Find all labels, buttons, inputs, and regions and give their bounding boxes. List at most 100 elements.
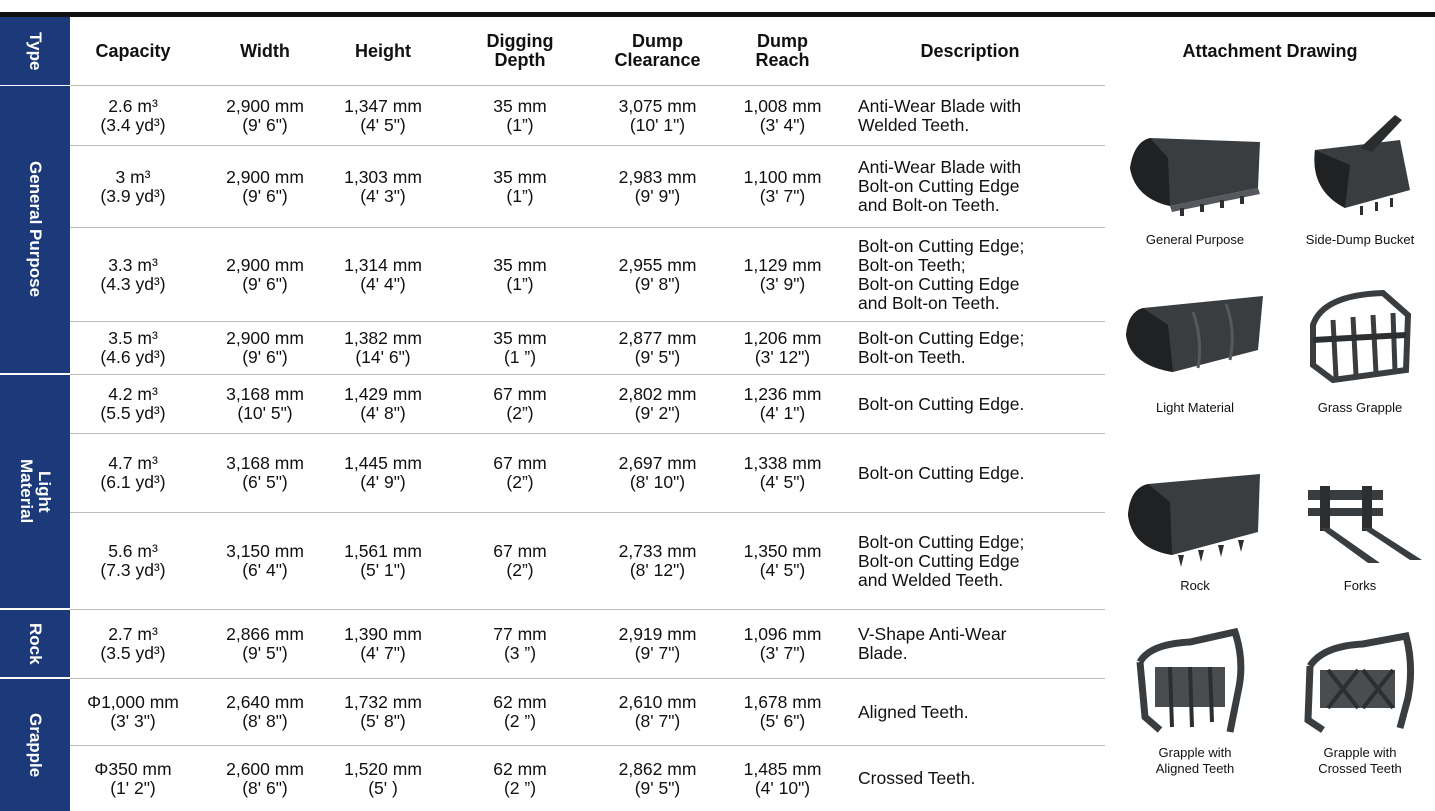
cell-clearance-line: (9' 7") [634, 643, 681, 663]
cell-reach-line: 1,350 mm [743, 541, 822, 561]
cell-desc-line: Bolt-on Teeth. [858, 347, 966, 367]
cell-reach: 1,678 mm (5' 6") [730, 679, 835, 745]
cell-capacity: 4.7 m³ (6.1 yd³) [78, 434, 188, 512]
header-clearance-line2: Clearance [614, 50, 701, 70]
cell-height-line: 1,390 mm [344, 624, 422, 644]
cell-height-line: (4' 4") [360, 273, 406, 294]
cell-clearance-line: 2,862 mm [618, 758, 697, 779]
header-attachment-drawing: Attachment Drawing [1182, 40, 1358, 61]
cell-width-line: (9' 6") [242, 185, 288, 206]
cell-digging-line: 35 mm [493, 166, 547, 187]
type-grapple: Grapple [0, 679, 70, 811]
cell-width: 2,600 mm (8' 6") [210, 746, 320, 811]
cell-desc: Anti-Wear Blade with Bolt-on Cutting Edge… [858, 146, 1103, 227]
cell-clearance-line: 2,919 mm [618, 624, 697, 644]
cell-digging-line: (1”) [506, 114, 534, 135]
cell-width-line: 2,900 mm [226, 95, 304, 116]
cell-desc: Crossed Teeth. [858, 746, 1103, 811]
cell-capacity: 3 m³ (3.9 yd³) [78, 146, 188, 227]
cell-height-line: 1,561 mm [344, 541, 422, 561]
caption-side-dump-bucket: Side-Dump Bucket [1305, 232, 1415, 247]
cell-capacity-line: (3.9 yd³) [100, 185, 166, 206]
cell-desc-line: Aligned Teeth. [858, 701, 969, 722]
cell-digging-line: 77 mm [493, 624, 547, 644]
cell-clearance-line: 2,697 mm [618, 453, 697, 473]
cell-digging: 35 mm (1”) [465, 228, 575, 321]
caption-grapple-aligned: Grapple with Aligned Teeth [1115, 745, 1275, 777]
cell-width: 2,900 mm (9' 6") [210, 146, 320, 227]
cell-height: 1,429 mm (4' 8") [328, 375, 438, 433]
row-separator [70, 609, 1105, 610]
cell-clearance-line: (8' 10") [629, 472, 686, 492]
cell-reach-line: 1,485 mm [743, 758, 822, 779]
cell-clearance: 2,802 mm (9' 2") [600, 375, 715, 433]
header-capacity: Capacity [95, 40, 171, 61]
cell-height-line: 1,347 mm [344, 95, 422, 116]
cell-clearance-line: (9' 5") [634, 347, 681, 367]
row-separator [70, 678, 1105, 679]
cell-width-line: (9' 5") [242, 643, 288, 663]
cell-desc-line: Blade. [858, 643, 908, 663]
cell-digging-line: (2”) [506, 560, 534, 580]
cell-clearance-line: (8' 12") [629, 560, 686, 580]
cell-reach: 1,129 mm (3' 9") [730, 228, 835, 321]
cell-height: 1,303 mm (4' 3") [328, 146, 438, 227]
row-separator [70, 433, 1105, 434]
cell-height-line: 1,732 mm [344, 692, 422, 712]
cell-desc-line: Bolt-on Teeth; [858, 254, 966, 275]
cell-clearance-line: 2,877 mm [618, 328, 697, 348]
cell-width-line: 3,168 mm [226, 384, 304, 404]
cell-digging-line: 35 mm [493, 95, 547, 116]
cell-capacity-line: (5.5 yd³) [100, 403, 166, 423]
cell-width-line: (8' 6") [242, 777, 288, 798]
cell-width-line: 2,640 mm [226, 692, 304, 712]
type-general-purpose: General Purpose [0, 86, 70, 373]
cell-height-line: 1,314 mm [344, 254, 422, 275]
cell-clearance: 3,075 mm (10' 1") [600, 86, 715, 145]
cell-reach-line: 1,338 mm [743, 453, 822, 473]
cell-digging-line: (2”) [506, 403, 534, 423]
cell-capacity: 4.2 m³ (5.5 yd³) [78, 375, 188, 433]
cell-desc-line: Bolt-on Cutting Edge; [858, 328, 1025, 348]
cell-digging: 77 mm (3 ”) [465, 610, 575, 678]
cell-capacity-line: 5.6 m³ [108, 541, 158, 561]
cell-clearance: 2,610 mm (8' 7") [600, 679, 715, 745]
cell-clearance: 2,983 mm (9' 9") [600, 146, 715, 227]
grass-grapple-icon [1310, 289, 1412, 384]
cell-desc-line: Bolt-on Cutting Edge [858, 176, 1020, 196]
cell-width-line: 2,900 mm [226, 328, 304, 348]
type-rock-label: Rock [26, 622, 45, 665]
cell-capacity-line: 4.7 m³ [108, 453, 158, 473]
cell-desc-line: Bolt-on Cutting Edge; [858, 531, 1025, 552]
cell-height: 1,390 mm (4' 7") [328, 610, 438, 678]
caption-grapple-crossed-line1: Grapple with [1323, 745, 1397, 760]
cell-clearance-line: (9' 9") [634, 185, 681, 206]
cell-desc-line: and Bolt-on Teeth. [858, 292, 1000, 313]
caption-forks: Forks [1343, 578, 1377, 593]
cell-digging-line: (1”) [506, 273, 534, 294]
cell-width-line: (6' 5") [242, 472, 288, 492]
header-reach-line2: Reach [755, 50, 810, 70]
row-separator [70, 85, 1105, 86]
header-description: Description [920, 40, 1020, 61]
row-separator [70, 512, 1105, 513]
cell-clearance-line: (9' 8") [634, 273, 681, 294]
cell-capacity: 3.5 m³ (4.6 yd³) [78, 322, 188, 374]
cell-reach: 1,236 mm (4' 1") [730, 375, 835, 433]
cell-desc: Bolt-on Cutting Edge. [858, 434, 1103, 512]
rock-bucket-icon [1128, 474, 1260, 567]
header-digging-depth: Digging Depth [465, 17, 575, 85]
cell-reach-line: 1,206 mm [743, 328, 822, 348]
cell-digging-line: (1 ”) [503, 347, 537, 367]
cell-digging-line: (3 ”) [503, 643, 537, 663]
cell-clearance-line: 2,983 mm [618, 166, 697, 187]
cell-capacity-line: 2.7 m³ [108, 624, 158, 644]
cell-clearance: 2,955 mm (9' 8") [600, 228, 715, 321]
cell-height: 1,347 mm (4' 5") [328, 86, 438, 145]
header-type: Type [0, 17, 70, 85]
row-separator [70, 227, 1105, 228]
cell-height-line: 1,445 mm [344, 453, 422, 473]
cell-reach-line: 1,129 mm [743, 254, 822, 275]
cell-height-line: 1,382 mm [344, 328, 422, 348]
cell-reach-line: 1,096 mm [743, 624, 822, 644]
